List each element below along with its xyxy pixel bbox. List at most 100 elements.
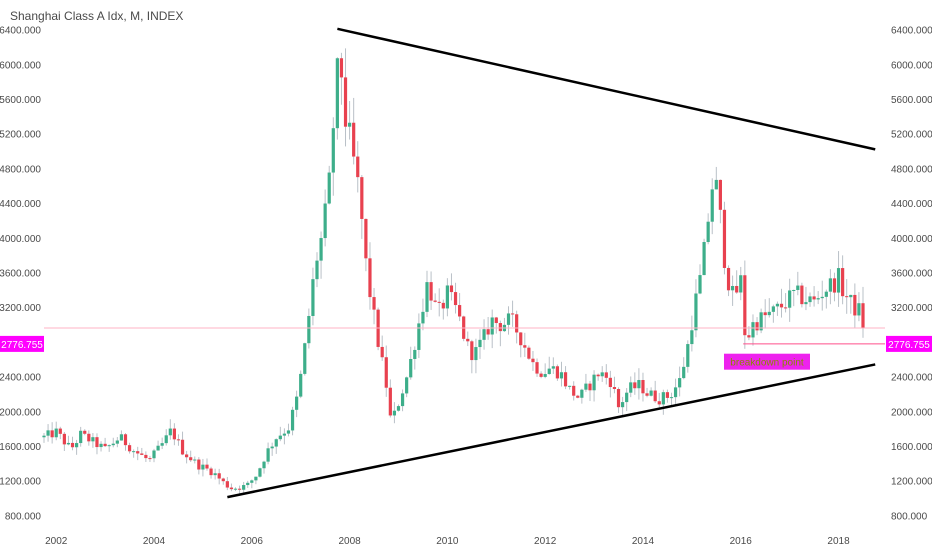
- candle-body: [584, 383, 588, 390]
- candle-body: [307, 315, 311, 344]
- candle-body: [706, 221, 710, 243]
- x-tick-label: 2002: [45, 536, 68, 547]
- candle-body: [197, 459, 201, 470]
- candle-body: [396, 406, 401, 411]
- candle-body: [392, 410, 397, 416]
- candle-body: [759, 312, 763, 331]
- candle-body: [547, 368, 551, 375]
- candle-body: [335, 58, 339, 129]
- axes-group: 800.000 800.000 1200.000 1200.000 1600.000 16…: [0, 26, 932, 547]
- candle-body: [339, 58, 344, 78]
- candle-body: [119, 434, 124, 441]
- candle-body: [861, 303, 865, 329]
- y-tick-label-right: 6400.000: [891, 26, 932, 37]
- candle-body: [189, 457, 193, 461]
- candle-body: [136, 451, 140, 454]
- candle-body: [343, 77, 348, 127]
- candle-body: [237, 488, 242, 490]
- y-tick-label-left: 3600.000: [0, 269, 41, 280]
- candle-body: [425, 282, 429, 312]
- candle-body: [832, 278, 837, 293]
- candle-body: [421, 311, 425, 324]
- candle-body: [225, 481, 229, 488]
- candle-body: [616, 389, 621, 408]
- candle-body: [486, 329, 490, 335]
- x-tick-label: 2016: [730, 536, 753, 547]
- y-tick-label-left: 3200.000: [0, 303, 41, 314]
- candle-body: [694, 293, 698, 331]
- candle-body: [604, 372, 608, 378]
- candle-body: [519, 332, 523, 346]
- y-tick-label-right: 4000.000: [891, 234, 932, 245]
- candle-body: [87, 433, 91, 442]
- x-tick-label: 2006: [241, 536, 264, 547]
- candle-body: [319, 238, 323, 261]
- candle-body: [250, 480, 254, 483]
- candle-body: [246, 482, 250, 486]
- candle-body: [400, 393, 405, 407]
- y-tick-label-right: 3200.000: [891, 303, 932, 314]
- y-tick-label-right: 4800.000: [891, 164, 932, 175]
- candle-body: [633, 382, 637, 389]
- candle-body: [555, 366, 560, 379]
- candle-body: [99, 443, 103, 448]
- candle-body: [637, 380, 641, 389]
- candle-body: [417, 323, 421, 350]
- last-price-label-right: 2776.755: [888, 340, 930, 351]
- candle-body: [853, 294, 857, 316]
- candle-body: [364, 218, 368, 259]
- candle-body: [783, 307, 788, 309]
- y-tick-label-left: 6000.000: [0, 60, 41, 71]
- y-tick-label-right: 6000.000: [891, 60, 932, 71]
- candle-body: [739, 275, 743, 293]
- candle-body: [710, 189, 714, 222]
- candle-body: [551, 366, 555, 369]
- candle-body: [127, 445, 132, 452]
- candle-body: [466, 338, 470, 342]
- candle-body: [726, 267, 731, 291]
- candle-body: [356, 156, 360, 178]
- candle-body: [449, 285, 454, 293]
- candle-body: [79, 430, 83, 444]
- candle-body: [323, 203, 327, 239]
- y-tick-label-left: 4400.000: [0, 199, 41, 210]
- candle-body: [673, 387, 678, 398]
- candle-body: [380, 346, 384, 358]
- candle-body: [698, 275, 702, 294]
- candle-body: [625, 392, 629, 403]
- candle-body: [413, 349, 417, 360]
- candle-body: [229, 487, 234, 490]
- candle-body: [812, 296, 816, 300]
- candle-body: [568, 385, 572, 387]
- candle-body: [470, 341, 474, 361]
- candle-body: [445, 285, 449, 309]
- trendline-lower: [227, 363, 876, 499]
- candle-body: [172, 428, 176, 440]
- candle-body: [474, 347, 478, 361]
- candle-body: [527, 347, 531, 359]
- annotation-box: [724, 353, 810, 370]
- candle-body: [221, 478, 225, 482]
- candle-body: [58, 428, 62, 434]
- candle-body: [808, 296, 812, 303]
- x-tick-label: 2004: [143, 536, 166, 547]
- candle-body: [164, 435, 168, 444]
- candle-body: [315, 260, 319, 280]
- candle-body: [588, 383, 592, 391]
- candle-body: [140, 453, 144, 455]
- candle-body: [50, 430, 54, 438]
- candle-body: [233, 488, 238, 490]
- candle-body: [148, 458, 152, 460]
- candle-body: [490, 317, 494, 335]
- candle-body: [441, 302, 445, 309]
- last-price-label-left: 2776.755: [1, 340, 43, 351]
- candle-body: [629, 382, 633, 393]
- candle-body: [91, 437, 95, 442]
- y-tick-label-left: 4000.000: [0, 234, 41, 245]
- candle-body: [592, 374, 596, 391]
- candle-body: [66, 442, 71, 445]
- candle-body: [54, 428, 58, 438]
- candle-body: [282, 433, 287, 436]
- candle-body: [796, 285, 800, 290]
- candle-body: [596, 374, 600, 377]
